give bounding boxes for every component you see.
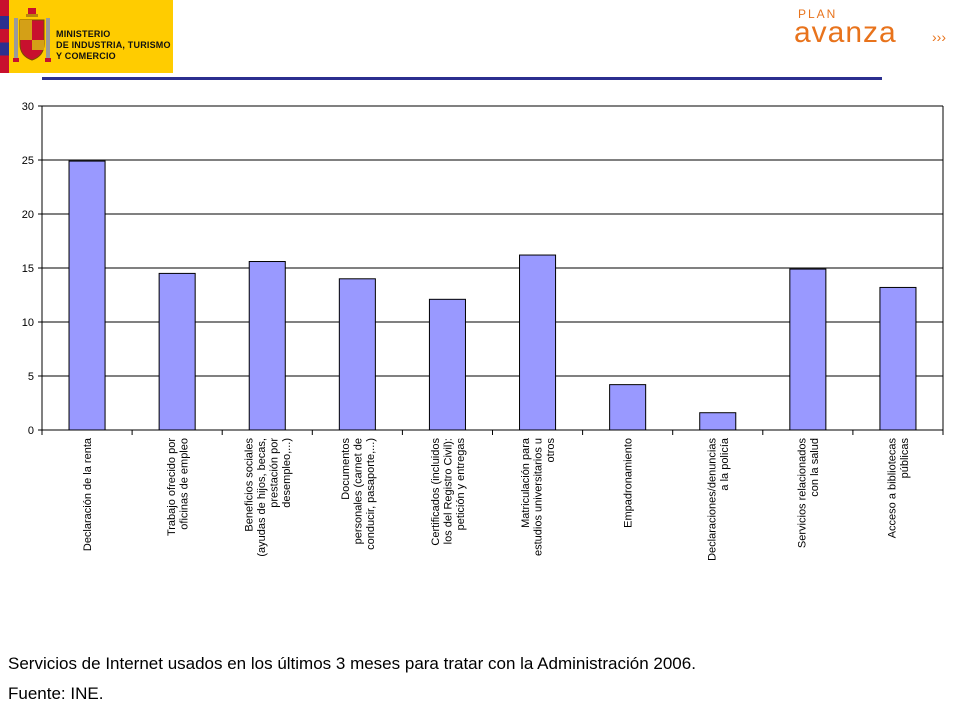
bar [519, 254, 557, 431]
x-tick-label: Declaraciones/denunciasa la policía [706, 437, 731, 561]
x-tick-label-line: estudios universitarios u [533, 438, 545, 556]
bar [879, 286, 917, 431]
y-axis-ticks: 0 5 10 15 20 25 30 [22, 101, 42, 437]
plan-avanza-logo: PLAN avanza ››› [794, 7, 946, 49]
brand-arrows-icon: ››› [932, 29, 946, 45]
x-tick-label-line: Declaración de la renta [82, 437, 94, 551]
bar [609, 384, 647, 431]
coat-of-arms-icon [13, 8, 51, 62]
x-tick-label-line: Matriculación para [520, 437, 532, 528]
x-tick-label-line: con la salud [809, 438, 821, 497]
x-tick-label-line: otros [545, 438, 557, 463]
ministry-line-1: MINISTERIO [56, 29, 111, 39]
bar [338, 278, 376, 431]
bar [789, 268, 827, 431]
bar [158, 272, 196, 431]
x-tick-label: Servicios relacionadoscon la salud [797, 438, 822, 549]
ministry-logo: MINISTERIO DE INDUSTRIA, TURISMO Y COMER… [0, 0, 173, 73]
x-tick-label-line: Servicios relacionados [797, 438, 809, 549]
x-tick-label-line: prestación por [269, 438, 281, 508]
y-tick-label: 10 [22, 317, 34, 329]
x-tick-label: Documentospersonales (carnet deconducir,… [340, 438, 377, 550]
x-tick-label-line: Trabajo ofrecido por [166, 438, 178, 536]
y-tick-label: 0 [28, 425, 34, 437]
y-tick-label: 25 [22, 155, 34, 167]
source-caption: Fuente: INE. [8, 684, 104, 703]
x-tick-label-line: a la policía [719, 437, 731, 490]
x-tick-label: Beneficios sociales(ayudas de hijos, bec… [243, 438, 293, 557]
x-tick-label-line: los del Registro Civil): [442, 438, 454, 544]
bar [68, 160, 106, 431]
x-tick-label-line: Acceso a bibliotecas [887, 438, 899, 539]
brand-small: PLAN [798, 7, 837, 21]
header-rule [42, 77, 882, 80]
x-tick-label-line: Declaraciones/denuncias [706, 438, 718, 561]
bar-chart: 0 5 10 15 20 25 30 Declaración de la renta Trab… [22, 101, 944, 561]
y-tick-label: 5 [28, 371, 34, 383]
y-tick-label: 30 [22, 101, 34, 113]
x-tick-label-line: oficinas de empleo [178, 438, 190, 530]
x-tick-label: Trabajo ofrecido poroficinas de empleo [166, 438, 191, 536]
brand-main: avanza [794, 16, 897, 49]
x-tick-label-line: desempleo,...) [281, 438, 293, 508]
x-tick-label-line: públicas [899, 438, 911, 479]
ministry-line-2: DE INDUSTRIA, TURISMO [56, 40, 171, 50]
x-tick-label-line: personales (carnet de [352, 438, 364, 544]
y-tick-label: 20 [22, 209, 34, 221]
ministry-line-3: Y COMERCIO [56, 51, 116, 61]
y-tick-label: 15 [22, 263, 34, 275]
chart-caption: Servicios de Internet usados en los últi… [8, 654, 696, 673]
bar [699, 412, 737, 431]
x-tick-label: Empadronamiento [623, 438, 635, 528]
flag-stripe [0, 0, 9, 73]
x-tick-label: Matriculación paraestudios universitario… [520, 437, 557, 556]
x-tick-label: Acceso a bibliotecaspúblicas [887, 438, 912, 539]
x-tick-label-line: conducir, pasaporte,...) [365, 438, 377, 550]
x-tick-label: Certificados (incluidoslos del Registro … [430, 438, 467, 546]
x-tick-label-line: petición y entregas [455, 438, 467, 531]
bar [428, 298, 466, 431]
x-tick-label-line: Beneficios sociales [243, 438, 255, 532]
x-tick-label: Declaración de la renta [82, 437, 94, 551]
axes [41, 106, 944, 435]
bars [68, 160, 917, 431]
x-tick-label-line: Documentos [340, 438, 352, 500]
x-tick-label-line: Empadronamiento [623, 438, 635, 528]
x-tick-label-line: Certificados (incluidos [430, 438, 442, 546]
bar [248, 261, 286, 431]
x-axis-labels: Declaración de la renta Trabajo ofrecido … [82, 437, 911, 561]
x-tick-label-line: (ayudas de hijos, becas, [256, 438, 268, 557]
